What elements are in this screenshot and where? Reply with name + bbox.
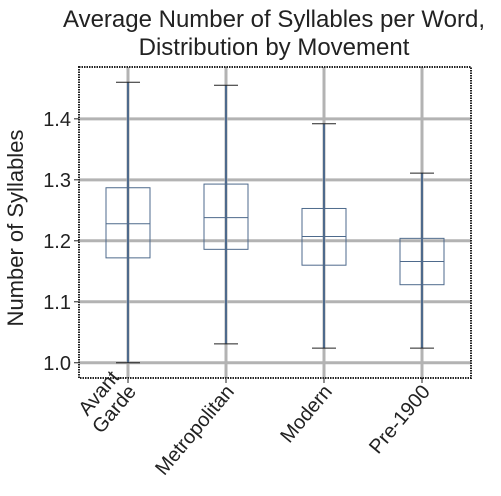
box-group-0 bbox=[105, 81, 151, 364]
x-tick-labels: AvantGarde Metropolitan Modern Pre-1900 bbox=[74, 367, 435, 480]
box-group-2 bbox=[301, 123, 347, 349]
x-tick-label-3: Pre-1900 bbox=[365, 381, 435, 458]
chart-title-line-2: Distribution by Movement bbox=[139, 34, 410, 61]
plot-frame bbox=[78, 66, 472, 379]
y-tick-label-0: 1.0 bbox=[43, 353, 71, 375]
y-tick-label-3: 1.3 bbox=[43, 170, 71, 192]
y-tick-label-2: 1.2 bbox=[43, 231, 71, 253]
box-group-3 bbox=[399, 172, 445, 349]
y-tick-labels: 1.0 1.1 1.2 1.3 1.4 bbox=[43, 109, 79, 375]
box-series-layer bbox=[105, 81, 445, 364]
y-axis-label: Number of Syllables bbox=[3, 130, 28, 327]
y-tick-label-4: 1.4 bbox=[43, 109, 71, 131]
x-tick-label-line: Pre-1900 bbox=[365, 381, 435, 458]
x-tick-label-line: Metropolitan bbox=[151, 381, 239, 479]
grid-layer bbox=[79, 67, 471, 378]
x-tick-label-line: Modern bbox=[276, 381, 336, 447]
box-group-1 bbox=[203, 84, 249, 345]
x-tick-label-2: Modern bbox=[276, 381, 336, 447]
x-tick-label-1: Metropolitan bbox=[151, 381, 239, 479]
y-tick-label-1: 1.1 bbox=[43, 292, 71, 314]
chart-title-line-1: Average Number of Syllables per Word, bbox=[63, 6, 485, 33]
